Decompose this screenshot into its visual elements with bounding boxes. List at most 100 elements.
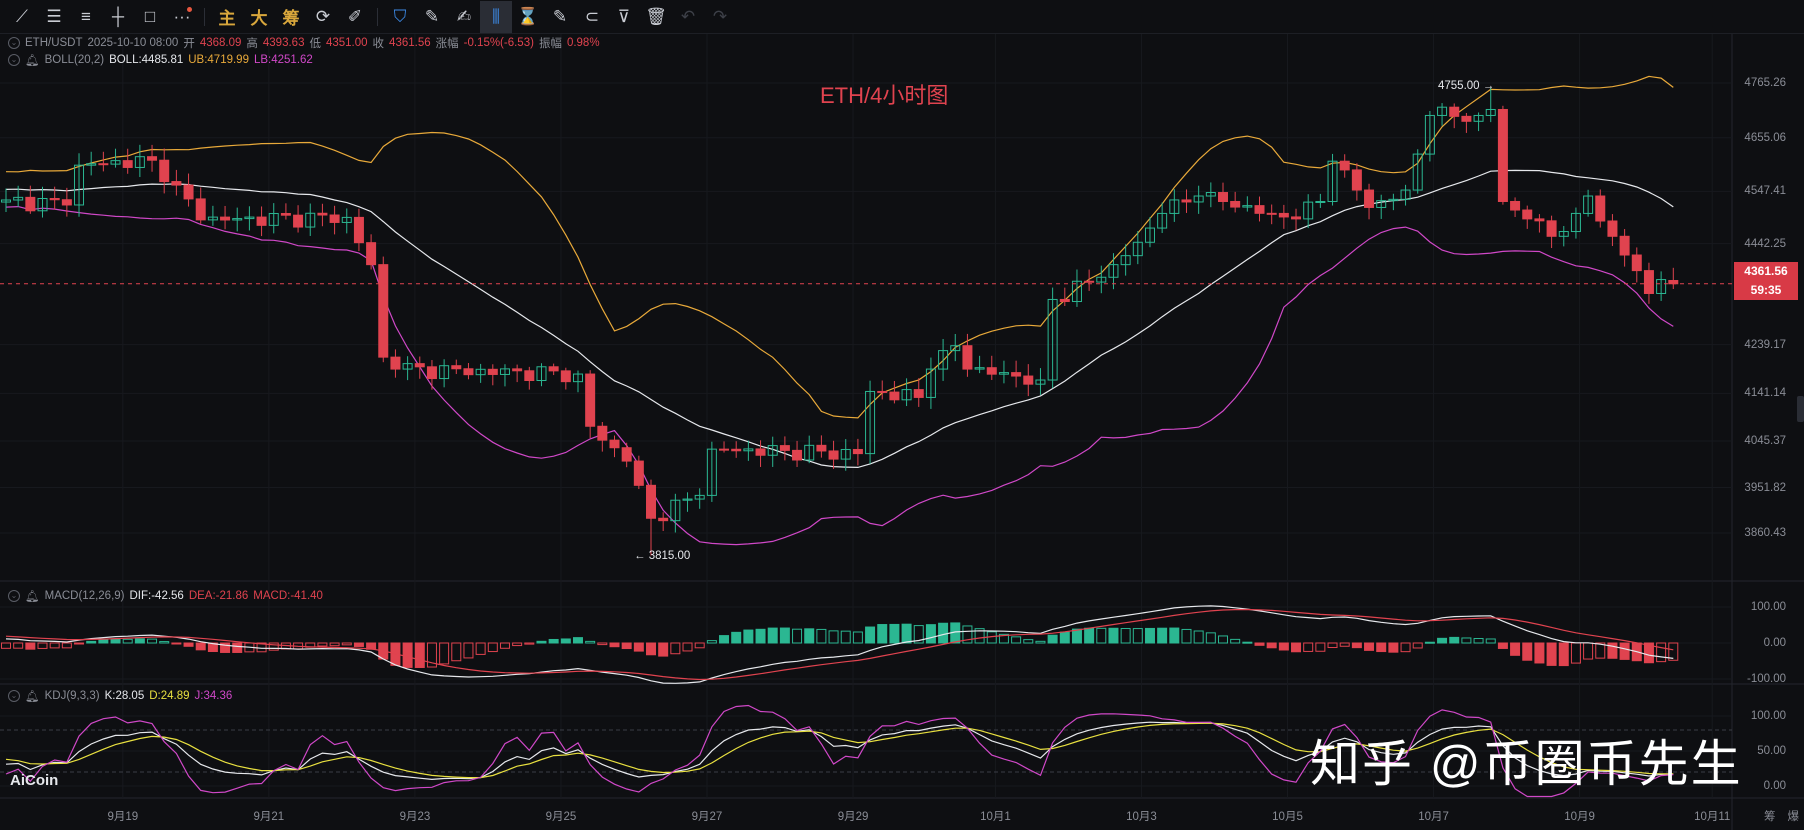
candle-body bbox=[1510, 200, 1521, 211]
candle-body bbox=[1132, 241, 1143, 257]
macd-histogram-bar bbox=[329, 642, 340, 647]
candle-body bbox=[1266, 212, 1277, 215]
macd-histogram-bar bbox=[1108, 627, 1119, 644]
candle-countdown: 59:35 bbox=[1750, 283, 1782, 297]
boll-label[interactable]: BOLL(20,2) bbox=[44, 54, 105, 66]
candle-body bbox=[86, 163, 97, 166]
macd-histogram-bar bbox=[1035, 640, 1046, 644]
candle-body bbox=[1424, 114, 1435, 155]
candle-body bbox=[195, 198, 206, 221]
current-price: 4361.56 bbox=[1744, 264, 1788, 278]
candle-body bbox=[670, 499, 681, 522]
amplitude-value: 0.98% bbox=[566, 37, 600, 49]
fib-lines-icon[interactable]: ≡ bbox=[81, 6, 91, 26]
candle-body bbox=[1193, 195, 1204, 203]
ruler-icon[interactable]: ✎ bbox=[424, 6, 440, 26]
collapse-icon[interactable]: ⌄ bbox=[8, 690, 20, 702]
collapse-icon[interactable]: ⌄ bbox=[8, 37, 20, 49]
candle-body bbox=[390, 356, 401, 370]
more-icon[interactable]: ··· bbox=[173, 6, 192, 26]
candle-body bbox=[110, 160, 121, 165]
macd-histogram-bar bbox=[1315, 642, 1326, 652]
macd-histogram-bar bbox=[147, 638, 158, 644]
magnet-icon[interactable]: ⊂ bbox=[584, 6, 600, 26]
liquidation-button[interactable]: 爆 bbox=[1787, 811, 1800, 823]
kdj-j: J:34.36 bbox=[194, 690, 233, 702]
line-tool-icon[interactable]: ⟋ bbox=[16, 6, 28, 26]
divider bbox=[204, 7, 205, 26]
macd-histogram-bar bbox=[1266, 642, 1277, 649]
rectangle-icon[interactable]: □ bbox=[144, 6, 156, 26]
macd-histogram-bar bbox=[1656, 642, 1667, 663]
indicator-button-0[interactable]: 主 bbox=[218, 9, 236, 28]
macd-histogram-bar bbox=[1376, 642, 1387, 653]
candle-body bbox=[962, 345, 973, 370]
filter-icon[interactable]: ⊽ bbox=[617, 6, 631, 26]
macd-histogram-bar bbox=[1619, 642, 1630, 660]
macd-histogram-bar bbox=[1023, 639, 1034, 644]
macd-histogram-bar bbox=[852, 631, 863, 644]
macd-histogram-bar bbox=[475, 642, 486, 655]
candle-body bbox=[25, 196, 36, 212]
macd-histogram-bar bbox=[1193, 630, 1204, 644]
collapse-icon[interactable]: ⌄ bbox=[8, 590, 20, 602]
candle-body bbox=[487, 368, 498, 375]
drawing-toolbar: ⟋ ☰ ≡ ┼ □ ··· 主大筹 ⟳ ✐ ⛉ ✎ ✍ ⫼ ⌛ ✎ ⊂ ⊽ 🗑 ↶ ↷ bbox=[0, 0, 1804, 34]
macd-histogram-bar bbox=[840, 630, 851, 644]
bell-icon[interactable]: 🔔︎ bbox=[25, 691, 40, 703]
date-axis-label: 9月21 bbox=[253, 811, 285, 823]
notification-dot bbox=[187, 6, 192, 12]
macd-histogram-bar bbox=[414, 642, 425, 668]
macd-histogram-bar bbox=[1364, 642, 1375, 651]
candle-body bbox=[1485, 108, 1496, 116]
draw-settings-icon[interactable]: ✐ bbox=[347, 6, 363, 26]
horizontal-line-icon[interactable]: ┼ bbox=[111, 6, 125, 26]
macd-histogram-bar bbox=[86, 640, 97, 644]
trash-icon[interactable]: 🗑 bbox=[645, 6, 667, 26]
candle-body bbox=[682, 498, 693, 501]
macd-label[interactable]: MACD(12,26,9) bbox=[44, 590, 125, 602]
candle-body bbox=[317, 212, 328, 216]
candle-body bbox=[207, 216, 218, 221]
candle-body bbox=[1242, 205, 1253, 208]
draw-icon[interactable]: ✍ bbox=[456, 6, 472, 26]
note-icon[interactable]: ✎ bbox=[552, 6, 568, 26]
candle-body bbox=[852, 448, 863, 455]
macd-dea: DEA:-21.86 bbox=[188, 590, 249, 602]
replay-icon[interactable]: ⟳ bbox=[315, 6, 331, 26]
bookmark-icon[interactable]: ⛉ bbox=[393, 6, 407, 26]
chip-button[interactable]: 筹 bbox=[1764, 811, 1776, 823]
date-axis-label: 9月29 bbox=[837, 811, 869, 823]
bell-icon[interactable]: 🔔︎ bbox=[25, 55, 40, 67]
macd-histogram-bar bbox=[609, 642, 620, 648]
candle-body bbox=[1437, 106, 1448, 116]
redo-icon[interactable]: ↷ bbox=[712, 6, 728, 26]
candle-body bbox=[1522, 209, 1533, 220]
bell-icon[interactable]: 🔔︎ bbox=[25, 591, 40, 603]
macd-histogram-bar bbox=[1144, 627, 1155, 644]
side-panel-handle[interactable] bbox=[1797, 396, 1804, 422]
collapse-icon[interactable]: ⌄ bbox=[8, 54, 20, 66]
macd-histogram-bar bbox=[1303, 642, 1314, 652]
candle-body bbox=[938, 350, 949, 370]
parallel-lines-icon[interactable]: ☰ bbox=[46, 6, 62, 26]
current-price-tag: 4361.56 59:35 bbox=[1734, 262, 1798, 300]
price-axis-label: 3951.82 bbox=[1744, 481, 1786, 494]
date-axis-label: 9月23 bbox=[399, 811, 431, 823]
macd-histogram-bar bbox=[1291, 642, 1302, 653]
candle-body bbox=[1071, 280, 1082, 303]
candle-body bbox=[171, 181, 182, 186]
candle-body bbox=[719, 448, 730, 451]
kdj-label[interactable]: KDJ(9,3,3) bbox=[44, 690, 100, 702]
high-annotation: 4755.00 → bbox=[1438, 80, 1495, 92]
candle-body bbox=[293, 214, 304, 228]
indicator-button-2[interactable]: 筹 bbox=[282, 9, 300, 28]
price-axis-label: 4547.41 bbox=[1744, 185, 1786, 198]
boll-mid: BOLL:4485.81 bbox=[109, 54, 184, 66]
date-axis-label: 10月3 bbox=[1126, 811, 1157, 823]
undo-icon[interactable]: ↶ bbox=[680, 6, 696, 26]
indicator-button-1[interactable]: 大 bbox=[250, 9, 268, 28]
candle-icon[interactable]: ⫼ bbox=[480, 0, 512, 33]
timer-icon[interactable]: ⌛ bbox=[517, 6, 539, 26]
